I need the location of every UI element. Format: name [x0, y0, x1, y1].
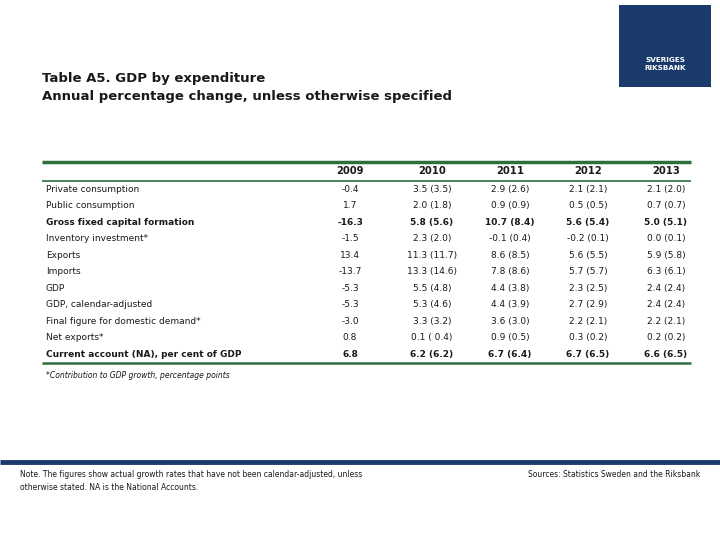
Text: 2.9 (2.6): 2.9 (2.6) — [491, 185, 529, 194]
Text: 5.0 (5.1): 5.0 (5.1) — [644, 218, 688, 227]
Text: 1.7: 1.7 — [343, 201, 357, 210]
Text: 10.7 (8.4): 10.7 (8.4) — [485, 218, 535, 227]
Text: 0.3 (0.2): 0.3 (0.2) — [569, 333, 607, 342]
Text: Sources: Statistics Sweden and the Riksbank: Sources: Statistics Sweden and the Riksb… — [528, 470, 700, 479]
Text: -0.2 (0.1): -0.2 (0.1) — [567, 234, 609, 243]
Text: 0.9 (0.9): 0.9 (0.9) — [491, 201, 529, 210]
Text: 3.5 (3.5): 3.5 (3.5) — [413, 185, 451, 194]
Text: 5.6 (5.4): 5.6 (5.4) — [567, 218, 610, 227]
Text: 5.6 (5.5): 5.6 (5.5) — [569, 251, 607, 260]
Text: 2.0 (1.8): 2.0 (1.8) — [413, 201, 451, 210]
Text: -0.1 (0.4): -0.1 (0.4) — [489, 234, 531, 243]
Text: 7.8 (8.6): 7.8 (8.6) — [491, 267, 529, 276]
Text: 2012: 2012 — [574, 166, 602, 177]
Text: 13.3 (14.6): 13.3 (14.6) — [407, 267, 457, 276]
Text: 6.2 (6.2): 6.2 (6.2) — [410, 350, 454, 359]
Text: Note. The figures show actual growth rates that have not been calendar-adjusted,: Note. The figures show actual growth rat… — [20, 470, 362, 491]
Text: 2.1 (2.1): 2.1 (2.1) — [569, 185, 607, 194]
Text: -13.7: -13.7 — [338, 267, 361, 276]
Text: 2.3 (2.0): 2.3 (2.0) — [413, 234, 451, 243]
Text: 3.3 (3.2): 3.3 (3.2) — [413, 317, 451, 326]
Text: 6.7 (6.4): 6.7 (6.4) — [488, 350, 531, 359]
Text: 5.3 (4.6): 5.3 (4.6) — [413, 300, 451, 309]
Text: -16.3: -16.3 — [337, 218, 363, 227]
Text: 0.5 (0.5): 0.5 (0.5) — [569, 201, 607, 210]
Text: 2.4 (2.4): 2.4 (2.4) — [647, 300, 685, 309]
Text: 2010: 2010 — [418, 166, 446, 177]
Text: Final figure for domestic demand*: Final figure for domestic demand* — [46, 317, 200, 326]
Bar — [619, 5, 711, 87]
Text: Current account (NA), per cent of GDP: Current account (NA), per cent of GDP — [46, 350, 241, 359]
Text: 6.3 (6.1): 6.3 (6.1) — [647, 267, 685, 276]
Text: -5.3: -5.3 — [341, 300, 359, 309]
Text: Exports: Exports — [46, 251, 80, 260]
Text: 2.4 (2.4): 2.4 (2.4) — [647, 284, 685, 293]
Text: 2011: 2011 — [496, 166, 524, 177]
Text: 0.1 ( 0.4): 0.1 ( 0.4) — [411, 333, 453, 342]
Text: 2.2 (2.1): 2.2 (2.1) — [647, 317, 685, 326]
Text: 4.4 (3.9): 4.4 (3.9) — [491, 300, 529, 309]
Text: 4.4 (3.8): 4.4 (3.8) — [491, 284, 529, 293]
Text: 2.1 (2.0): 2.1 (2.0) — [647, 185, 685, 194]
Text: 2009: 2009 — [336, 166, 364, 177]
Text: GDP: GDP — [46, 284, 65, 293]
Text: Annual percentage change, unless otherwise specified: Annual percentage change, unless otherwi… — [42, 90, 452, 103]
Text: 5.7 (5.7): 5.7 (5.7) — [569, 267, 607, 276]
Text: 2.7 (2.9): 2.7 (2.9) — [569, 300, 607, 309]
Text: 2.2 (2.1): 2.2 (2.1) — [569, 317, 607, 326]
Text: Private consumption: Private consumption — [46, 185, 139, 194]
Text: -0.4: -0.4 — [341, 185, 359, 194]
Text: 2013: 2013 — [652, 166, 680, 177]
Text: Gross fixed capital formation: Gross fixed capital formation — [46, 218, 194, 227]
Text: 0.7 (0.7): 0.7 (0.7) — [647, 201, 685, 210]
Text: 6.7 (6.5): 6.7 (6.5) — [567, 350, 610, 359]
Text: *Contribution to GDP growth, percentage points: *Contribution to GDP growth, percentage … — [46, 370, 230, 380]
Text: 3.6 (3.0): 3.6 (3.0) — [491, 317, 529, 326]
Text: 5.5 (4.8): 5.5 (4.8) — [413, 284, 451, 293]
Text: Public consumption: Public consumption — [46, 201, 134, 210]
Text: Inventory investment*: Inventory investment* — [46, 234, 148, 243]
Text: GDP, calendar-adjusted: GDP, calendar-adjusted — [46, 300, 152, 309]
Text: SVERIGES
RIKSBANK: SVERIGES RIKSBANK — [644, 57, 685, 71]
Text: 5.9 (5.8): 5.9 (5.8) — [647, 251, 685, 260]
Text: 0.2 (0.2): 0.2 (0.2) — [647, 333, 685, 342]
Text: 0.0 (0.1): 0.0 (0.1) — [647, 234, 685, 243]
Text: 5.8 (5.6): 5.8 (5.6) — [410, 218, 454, 227]
Text: -3.0: -3.0 — [341, 317, 359, 326]
Text: 11.3 (11.7): 11.3 (11.7) — [407, 251, 457, 260]
Text: 0.8: 0.8 — [343, 333, 357, 342]
Text: 8.6 (8.5): 8.6 (8.5) — [491, 251, 529, 260]
Text: Table A5. GDP by expenditure: Table A5. GDP by expenditure — [42, 72, 265, 85]
Text: -1.5: -1.5 — [341, 234, 359, 243]
Text: Imports: Imports — [46, 267, 81, 276]
Text: -5.3: -5.3 — [341, 284, 359, 293]
Text: 13.4: 13.4 — [340, 251, 360, 260]
Text: 6.8: 6.8 — [342, 350, 358, 359]
Text: Net exports*: Net exports* — [46, 333, 103, 342]
Text: 2.3 (2.5): 2.3 (2.5) — [569, 284, 607, 293]
Text: 0.9 (0.5): 0.9 (0.5) — [491, 333, 529, 342]
Text: 6.6 (6.5): 6.6 (6.5) — [644, 350, 688, 359]
